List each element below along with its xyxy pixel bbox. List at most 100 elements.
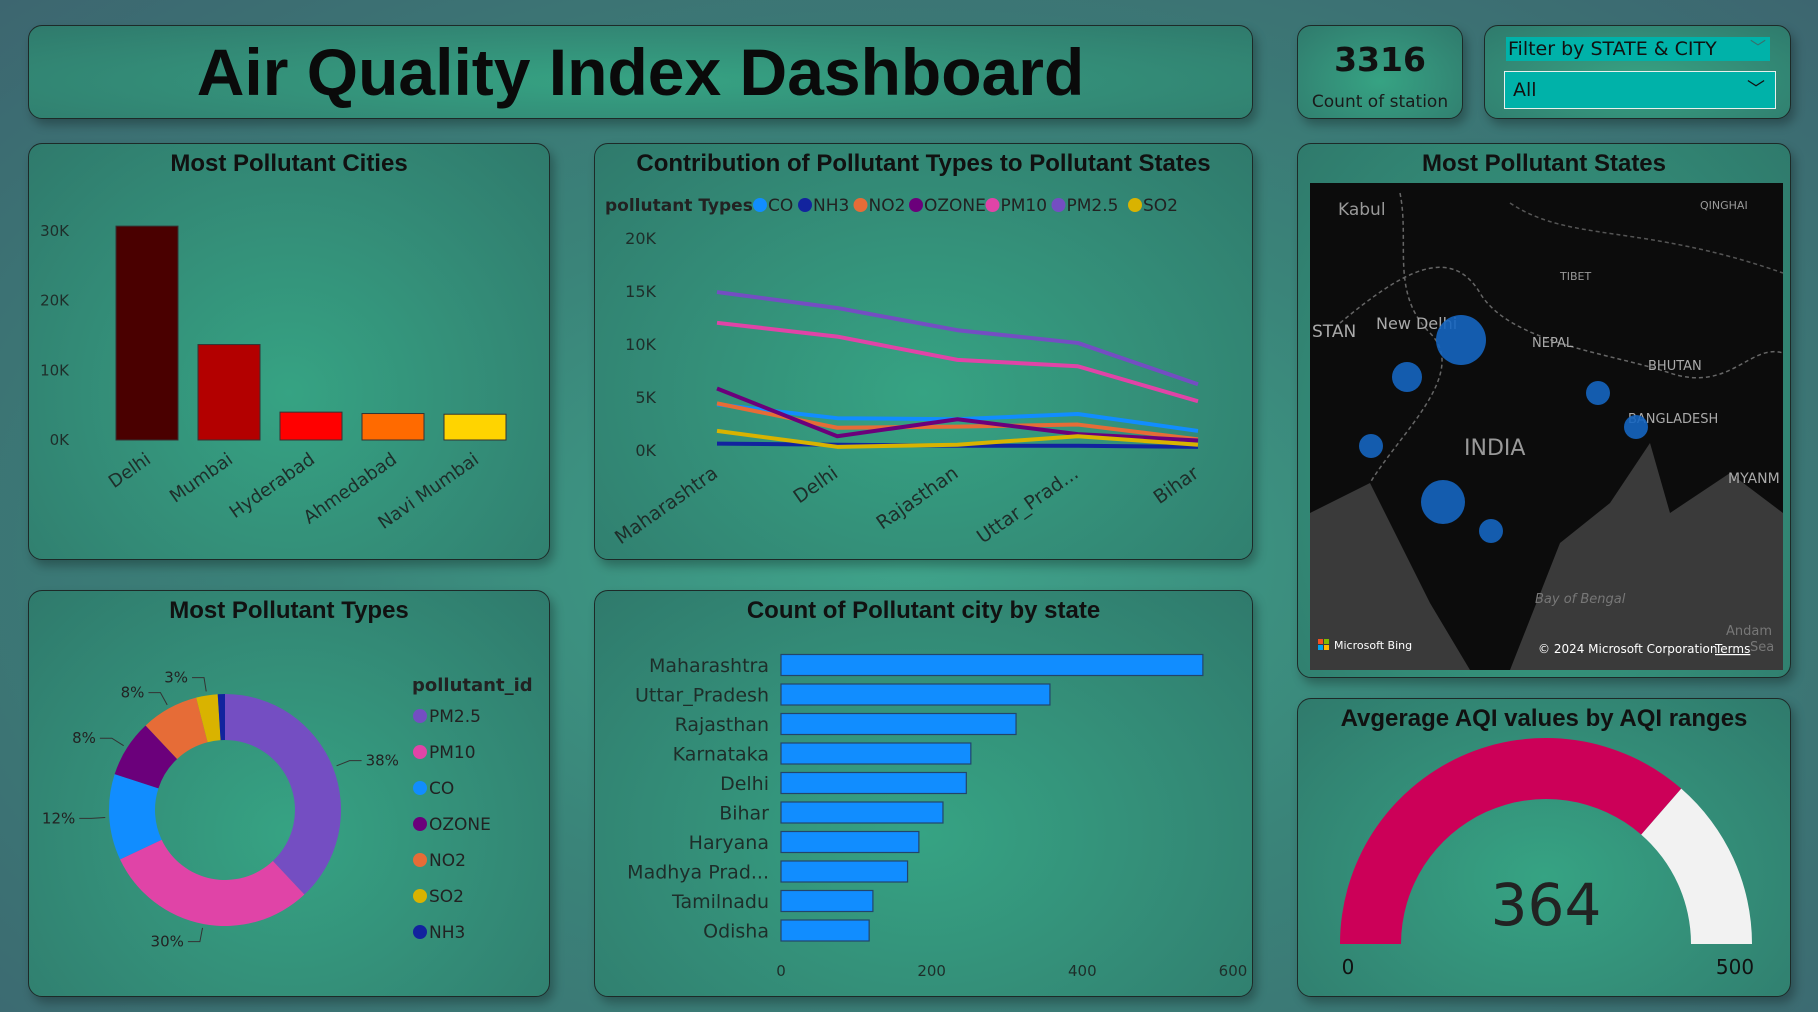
y-category-label: Haryana — [689, 832, 769, 854]
legend-label: NO2 — [869, 196, 906, 216]
most-pollutant-cities-chart: Most Pollutant Cities 0K 10K 20K 30K Delhi Mu… — [28, 143, 550, 560]
y-tick-label: 20K — [40, 292, 70, 310]
map-svg[interactable]: Kabul QINGHAI TIBET STAN New Delhi NEPAL BHUTA… — [1298, 144, 1791, 678]
legend-marker — [413, 745, 427, 759]
legend-marker — [1051, 198, 1066, 212]
legend-label: CO — [429, 779, 454, 799]
most-pollutant-states-map: Most Pollutant States Kabul QINGHAI TIBET S… — [1297, 143, 1791, 678]
legend-title: pollutant_id — [412, 675, 533, 696]
hbar-svg: Maharashtra Uttar_Pradesh Rajasthan Karnata… — [627, 653, 1247, 980]
y-tick-label: 30K — [40, 222, 70, 240]
x-tick-label: Bihar — [1149, 462, 1203, 509]
y-category-label: Bihar — [719, 803, 769, 825]
line-so2 — [716, 428, 1199, 449]
chart-title: Avgerage AQI values by AQI ranges — [1340, 705, 1748, 732]
x-tick-label: Maharashtra — [611, 462, 722, 549]
map-label: MYANM — [1728, 471, 1780, 487]
bar-haryana — [780, 830, 920, 854]
bar-odisha — [780, 919, 870, 942]
legend-title: pollutant Types — [605, 196, 753, 216]
bar-delhi — [780, 771, 967, 795]
line-pm10 — [716, 320, 1199, 404]
gauge-svg: 364 0 500 — [1340, 738, 1754, 979]
chevron-down-icon: ﹀ — [1747, 79, 1765, 100]
state-bubble — [1479, 519, 1503, 543]
y-category-label: Tamilnadu — [671, 891, 769, 913]
legend-label: NO2 — [429, 851, 466, 871]
map-label: Andam — [1726, 624, 1772, 639]
arabian-sea — [1310, 483, 1470, 670]
leader-line — [187, 927, 204, 943]
filter-header[interactable]: Filter by STATE & CITY ﹀ — [1506, 37, 1770, 61]
leader-line — [79, 817, 106, 819]
x-tick-label: 400 — [1068, 962, 1097, 980]
legend-label: PM2.5 — [1067, 196, 1119, 216]
leader-line — [99, 737, 124, 747]
x-tick-label: Uttar_Prad... — [973, 462, 1083, 548]
map-label: TIBET — [1559, 270, 1591, 283]
x-tick-label: Rajasthan — [872, 462, 962, 534]
legend-label: OZONE — [429, 815, 491, 835]
x-tick-label: 0 — [776, 962, 786, 980]
map-label: STAN — [1312, 322, 1356, 342]
slice-no2 — [145, 697, 208, 759]
filter-dropdown[interactable]: All ﹀ — [1504, 71, 1776, 109]
map-terms-link[interactable]: Terms — [1714, 642, 1750, 656]
state-bubble — [1624, 415, 1648, 439]
bar-navi-mumbai — [443, 413, 507, 441]
most-pollutant-types-chart: Most Pollutant Types 38% 30% 12% 8% 8% 3% poll… — [28, 590, 550, 997]
bar-rajasthan — [780, 712, 1017, 736]
microsoft-logo-icon — [1318, 645, 1323, 650]
legend-label: CO — [768, 196, 793, 216]
legend-marker — [413, 709, 427, 723]
microsoft-logo-icon — [1324, 645, 1329, 650]
y-category-label: Madhya Prad... — [627, 862, 769, 884]
border-line — [1369, 192, 1443, 484]
border-line — [1339, 266, 1784, 379]
y-tick-label: 5K — [635, 388, 656, 407]
bar-tamilnadu — [780, 889, 874, 913]
legend-marker — [1128, 198, 1142, 212]
chart-title: Most Pollutant Types — [169, 597, 409, 624]
legend-label: PM10 — [429, 743, 476, 763]
pollutant-contribution-chart: Contribution of Pollutant Types to Pollu… — [594, 143, 1253, 560]
map-attribution: Microsoft Bing — [1334, 639, 1412, 652]
y-category-label: Maharashtra — [649, 655, 769, 677]
legend-label: SO2 — [429, 887, 464, 907]
gauge-fill — [1340, 738, 1682, 944]
state-city-filter: Filter by STATE & CITY ﹀ All ﹀ — [1484, 25, 1791, 119]
slice-nh3 — [217, 694, 225, 741]
slice-percent-label: 3% — [164, 669, 188, 687]
x-tick-label: Delhi — [105, 449, 155, 493]
x-tick-label: Delhi — [789, 462, 842, 508]
legend-label: OZONE — [924, 196, 986, 216]
state-bubble — [1359, 434, 1383, 458]
bar-uttar_pradesh — [780, 683, 1051, 706]
y-tick-label: 10K — [40, 361, 70, 379]
slice-percent-label: 8% — [72, 729, 96, 747]
legend-label: SO2 — [1143, 196, 1178, 216]
y-category-label: Karnataka — [673, 744, 769, 766]
y-tick-label: 0K — [50, 431, 71, 449]
slice-percent-label: 8% — [121, 684, 145, 702]
slice-pm10 — [120, 839, 305, 926]
y-category-label: Uttar_Pradesh — [635, 685, 769, 707]
map-label: Bay of Bengal — [1535, 592, 1626, 607]
bar-ahmedabad — [361, 413, 425, 441]
legend-marker — [413, 925, 427, 939]
leader-line — [336, 760, 362, 767]
state-bubble — [1586, 381, 1610, 405]
leader-line — [192, 677, 207, 692]
map-label: BHUTAN — [1648, 359, 1702, 374]
gauge-max-label: 500 — [1716, 955, 1754, 979]
bar-hyderabad — [279, 411, 343, 441]
gauge-value: 364 — [1491, 871, 1602, 939]
microsoft-logo-icon — [1324, 639, 1329, 644]
x-tick-label: Mumbai — [166, 449, 237, 507]
state-bubble — [1436, 315, 1486, 365]
y-tick-label: 15K — [625, 282, 656, 301]
chart-title: Contribution of Pollutant Types to Pollu… — [636, 150, 1211, 177]
donut-svg: 38% 30% 12% 8% 8% 3% pollutant_id PM2.5 PM10 CO OZ… — [42, 669, 533, 951]
line-pm2.5 — [716, 290, 1199, 387]
station-count-card: 3316 Count of station — [1297, 25, 1463, 119]
